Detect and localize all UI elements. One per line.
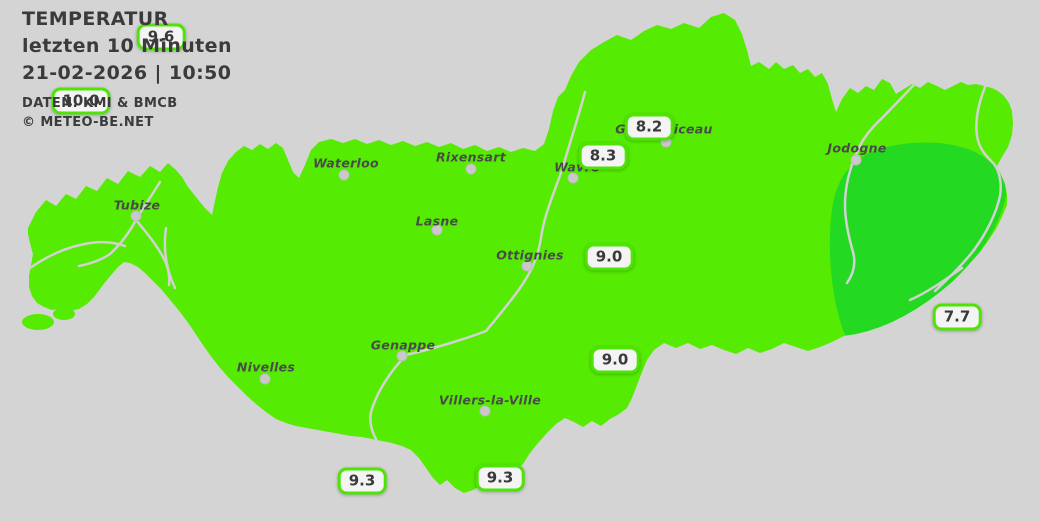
- temperature-badge: 9.3: [475, 464, 525, 492]
- page-subtitle: letzten 10 Minuten: [22, 35, 232, 57]
- temperature-badge: 9.0: [590, 346, 640, 374]
- road: [908, 266, 964, 302]
- city-label-nivelles: Nivelles: [236, 359, 296, 375]
- map-land-shape: [28, 13, 1013, 493]
- city-label-villers-la-ville: Villers-la-Ville: [438, 392, 542, 408]
- cold-temperature-region: [829, 142, 1006, 336]
- temperature-badge: 7.7: [932, 303, 982, 331]
- road: [163, 226, 177, 290]
- temperature-badge: 10.0: [51, 87, 111, 115]
- city-label-waterloo: Waterloo: [313, 155, 379, 171]
- date-time: 21-02-2026 | 10:50: [22, 62, 232, 84]
- city-dot-nivelles: [259, 373, 271, 385]
- city-dot-wavre: [567, 172, 579, 184]
- city-dot-tubize: [130, 210, 142, 222]
- data-source: DATEN: KMI & BMCB: [22, 96, 178, 111]
- city-label-jodogne: Jodogne: [827, 140, 887, 156]
- temperature-badge: 8.3: [578, 142, 628, 170]
- city-dot-lasne: [431, 224, 443, 236]
- road: [134, 218, 171, 287]
- city-label-rixensart: Rixensart: [435, 149, 507, 165]
- temperature-badge: 9.0: [584, 243, 634, 271]
- road: [28, 240, 127, 270]
- road: [77, 180, 162, 268]
- map-islet: [22, 314, 54, 330]
- city-label-genappe: Genappe: [370, 337, 436, 353]
- city-dot-ottignies: [521, 260, 533, 272]
- city-label-lasne: Lasne: [415, 213, 459, 229]
- page-title: TEMPERATUR: [22, 8, 169, 30]
- road: [843, 68, 930, 285]
- temperature-badge: 9.6: [136, 23, 186, 51]
- city-dot-genappe: [396, 350, 408, 362]
- city-label-tubize: Tubize: [113, 197, 161, 213]
- city-dot-waterloo: [338, 169, 350, 181]
- city-dot-rixensart: [465, 163, 477, 175]
- copyright: © METEO-BE.NET: [22, 115, 154, 130]
- temperature-badge: 8.2: [624, 113, 674, 141]
- map-header: TEMPERATUR letzten 10 Minuten 21-02-2026…: [22, 6, 232, 132]
- city-dot-jodogne: [850, 154, 862, 166]
- city-dot-villers-la-ville: [479, 405, 491, 417]
- road: [369, 90, 587, 443]
- map-islet: [53, 308, 75, 320]
- temperature-badge: 9.3: [337, 467, 387, 495]
- city-label-ottignies: Ottignies: [496, 247, 564, 263]
- road: [933, 85, 1002, 293]
- roads: [28, 68, 1002, 443]
